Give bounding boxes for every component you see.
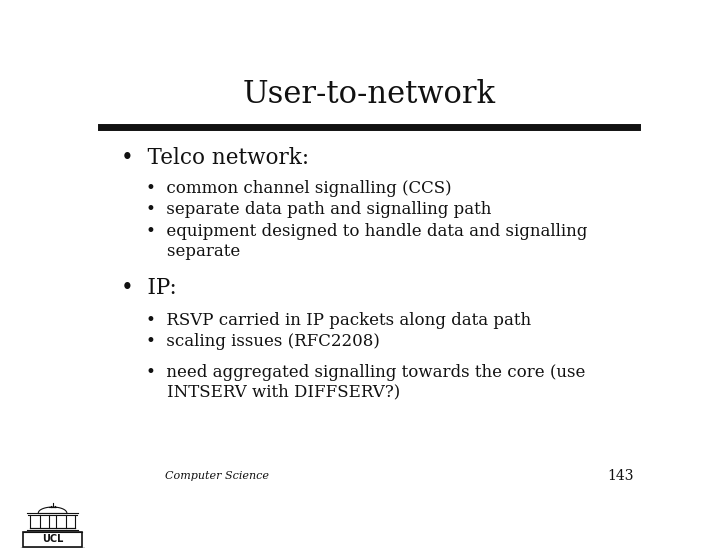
Text: •  scaling issues (RFC2208): • scaling issues (RFC2208) [145, 333, 379, 350]
Text: •  Telco network:: • Telco network: [121, 147, 309, 169]
Text: UCL: UCL [42, 535, 63, 545]
Bar [23, 531, 82, 547]
Text: •  IP:: • IP: [121, 278, 176, 299]
Text: •  equipment designed to handle data and signalling
    separate: • equipment designed to handle data and … [145, 223, 588, 260]
Text: Computer Science: Computer Science [166, 471, 269, 481]
Text: •  separate data path and signalling path: • separate data path and signalling path [145, 201, 491, 218]
Text: •  common channel signalling (CCS): • common channel signalling (CCS) [145, 179, 451, 197]
Text: 143: 143 [608, 469, 634, 483]
Text: User-to-network: User-to-network [243, 79, 495, 110]
Text: •  RSVP carried in IP packets along data path: • RSVP carried in IP packets along data … [145, 312, 531, 329]
Text: •  need aggregated signalling towards the core (use
    INTSERV with DIFFSERV?): • need aggregated signalling towards the… [145, 364, 585, 401]
